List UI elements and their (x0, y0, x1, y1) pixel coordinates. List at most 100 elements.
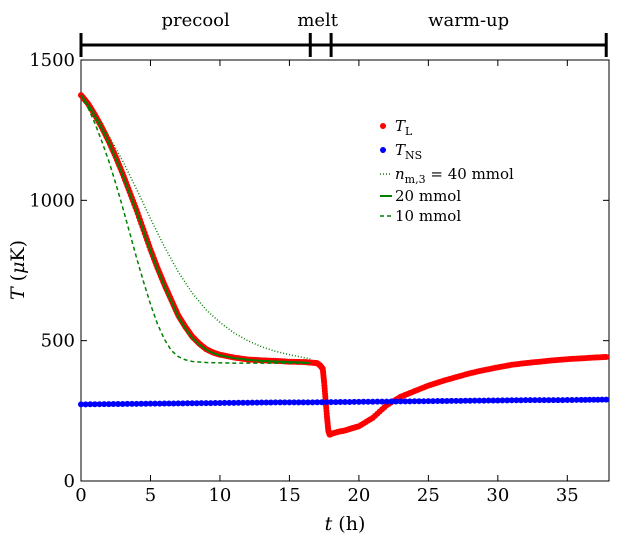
point-1-14-5 (490, 397, 497, 404)
point-1-7-1 (277, 399, 284, 406)
point-1-9-1 (332, 399, 339, 406)
point-1-2-5 (156, 400, 163, 407)
point-1-14-1 (471, 397, 478, 404)
point-1-15-1 (499, 397, 506, 404)
point-1-1 (105, 401, 112, 408)
point-1-3-5 (184, 400, 191, 407)
point-1-8 (300, 399, 307, 406)
point-1-12-5 (434, 398, 441, 405)
point-1-10-5 (379, 398, 386, 405)
point-1-8-1 (304, 399, 311, 406)
point-1-11-5 (406, 398, 413, 405)
point-1-6-3 (258, 399, 265, 406)
point-1-12-2 (420, 398, 427, 405)
point-1-7 (272, 399, 279, 406)
point-1-6-1 (249, 399, 256, 406)
legend-marker-tns (380, 147, 386, 153)
point-1-1-5 (128, 400, 135, 407)
point-1-12-4 (430, 398, 436, 405)
point-1-3-4 (179, 400, 186, 407)
legend-label-10: 10 mmol (395, 207, 461, 225)
point-1-15-5 (518, 397, 524, 404)
point-1-15-2 (504, 397, 511, 404)
point-1-5-3 (230, 399, 237, 406)
point-1-16-4 (541, 397, 548, 404)
point-1-7-2 (281, 399, 288, 406)
x-tick-label-4: 20 (347, 485, 370, 506)
point-1-0-3 (91, 401, 98, 408)
point-1-6-2 (254, 399, 260, 406)
point-1-15-4 (513, 397, 520, 404)
x-tick-label-1: 5 (145, 485, 156, 506)
point-1-4 (189, 400, 196, 407)
point-1-3-1 (166, 400, 172, 407)
point-1-4-3 (203, 400, 210, 407)
point-1-4-5 (212, 400, 219, 407)
point-1-15 (494, 397, 501, 404)
point-1-6-4 (263, 399, 270, 406)
point-1-14 (467, 397, 474, 404)
point-1-5-2 (226, 399, 233, 406)
x-tick-label-5: 25 (417, 485, 440, 506)
point-1-16 (522, 397, 529, 404)
point-1-17-3 (564, 397, 571, 404)
point-1-17-5 (573, 396, 580, 403)
series-2 (80, 94, 311, 360)
point-1-17-4 (568, 396, 575, 403)
phase-bar: precool melt warm-up (79, 10, 608, 57)
point-1-5-4 (235, 399, 242, 406)
point-1-3-3 (175, 400, 182, 407)
point-1-11 (383, 398, 390, 405)
point-1-14-4 (485, 397, 492, 404)
point-1-9 (328, 399, 335, 406)
point-1-18-3 (590, 396, 597, 403)
phase-label-0: precool (161, 10, 230, 31)
y-axis-title: T (μK) (7, 240, 29, 300)
point-1-16-3 (536, 397, 543, 404)
x-tick-label-3: 15 (278, 485, 301, 506)
point-1-12 (411, 398, 418, 405)
y-tick-label-3: 1500 (29, 50, 75, 71)
point-1-10-3 (369, 398, 376, 405)
series-layer (78, 92, 610, 438)
point-1-2-2 (142, 400, 149, 407)
point-1-8-2 (309, 399, 316, 406)
point-1-13-2 (448, 397, 455, 404)
x-tick-label-0: 0 (75, 485, 86, 506)
point-1-8-3 (314, 399, 321, 406)
point-1-1-2 (115, 401, 122, 408)
point-1-8-5 (323, 399, 330, 406)
point-1-3 (161, 400, 168, 407)
point-1-11-1 (388, 398, 395, 405)
series-4 (80, 94, 311, 364)
ticks-layer: 0 5 10 15 20 25 30 35 0 500 1000 1500 (29, 50, 609, 506)
point-1-5-5 (240, 399, 247, 406)
x-axis-title: t (h) (325, 513, 366, 535)
point-1-18-1 (582, 396, 589, 403)
point-1-0-2 (87, 401, 94, 408)
point-1-2-3 (147, 400, 154, 407)
point-1-8-4 (318, 399, 325, 406)
point-1-10-4 (374, 398, 381, 405)
point-1-14-3 (480, 397, 487, 404)
point-1-7-4 (291, 399, 298, 406)
legend-label-20: 20 mmol (395, 187, 461, 205)
x-tick-label-7: 35 (556, 485, 579, 506)
point-1-0-5 (101, 401, 108, 408)
point-1-16-1 (527, 397, 534, 404)
point-1-9-4 (346, 398, 353, 405)
point-1-16-2 (531, 397, 538, 404)
phase-label-1: melt (297, 10, 338, 31)
point-1-13-4 (457, 397, 464, 404)
point-1-18-2 (586, 396, 593, 403)
point-1-12-3 (425, 398, 432, 405)
point-1-6-5 (267, 399, 274, 406)
point-1-5-1 (221, 399, 228, 406)
y-tick-label-0: 0 (64, 471, 75, 492)
point-0-58 (603, 353, 610, 360)
point-1-9-3 (342, 398, 348, 405)
legend-marker-tl (380, 123, 386, 129)
point-1-1-1 (110, 401, 117, 408)
point-1-4-2 (198, 400, 205, 407)
